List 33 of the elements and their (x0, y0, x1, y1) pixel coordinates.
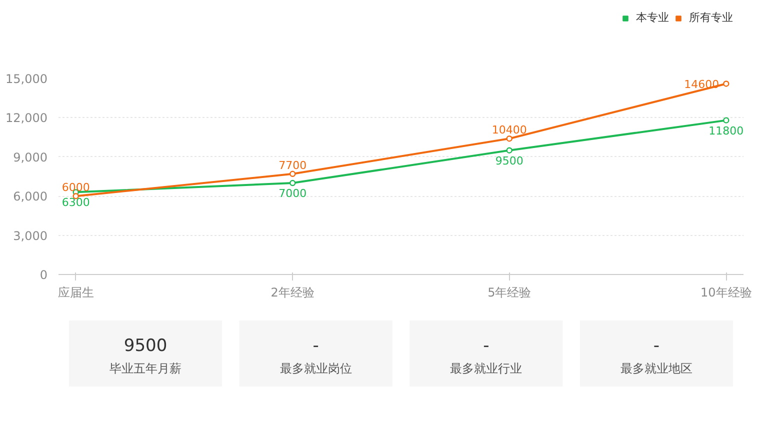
point (506, 147, 512, 154)
data-label: 6300 (62, 196, 90, 210)
y-tick-label: 9,000 (13, 150, 48, 164)
x-tick-label: 5年经验 (488, 286, 532, 300)
point (290, 170, 296, 177)
data-label: 7000 (278, 187, 307, 200)
point (723, 117, 730, 124)
text: 毕业五年月薪 (110, 362, 182, 376)
point (723, 80, 730, 87)
text: 最多就业地区 (620, 362, 692, 376)
x-tick-label: 2年经验 (270, 286, 314, 300)
text: - (312, 336, 319, 356)
y-tick-label: 3,000 (13, 228, 48, 243)
y-tick-label: 6,000 (13, 190, 48, 204)
legend-label: 本专业 (636, 10, 669, 25)
text: - (483, 336, 490, 356)
data-label: 10400 (492, 124, 527, 137)
text: 最多就业岗位 (280, 362, 352, 376)
text: 9500 (124, 336, 168, 356)
point (506, 136, 512, 142)
point (290, 180, 296, 186)
data-label: 6000 (62, 181, 90, 194)
text: 最多就业行业 (450, 362, 522, 376)
y-tick-label: 12,000 (6, 111, 48, 126)
y-tick-label: 0 (40, 268, 48, 282)
x-tick-label: 10年经验 (700, 286, 752, 300)
text: - (653, 336, 660, 356)
data-label: 7700 (278, 158, 307, 172)
data-label: 9500 (495, 154, 524, 168)
y-tick-label: 15,000 (6, 72, 48, 86)
legend-label: 所有专业 (689, 10, 733, 25)
data-label: 11800 (708, 124, 744, 138)
x-tick-label: 应届生 (58, 286, 94, 300)
